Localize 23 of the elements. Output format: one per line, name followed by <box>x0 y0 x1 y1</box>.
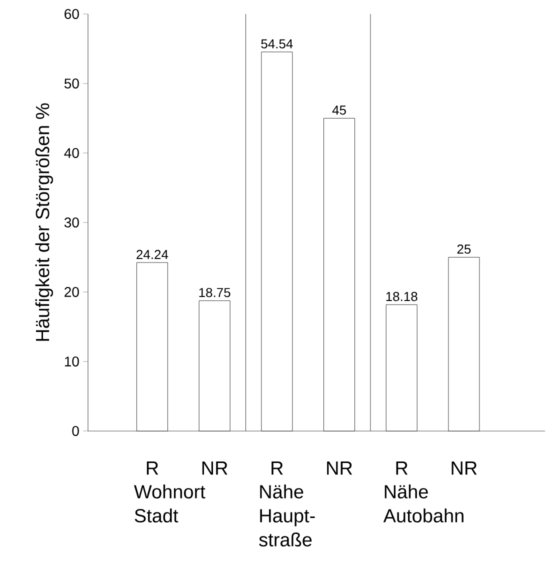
text: Nähe Haupt-straße <box>259 484 315 546</box>
x-tick-label: NR <box>327 462 352 475</box>
x-tick-label: R <box>146 462 158 475</box>
data-label: 18.18 <box>386 292 418 302</box>
text: Nähe Autobahn <box>383 484 464 522</box>
x-tick-label: R <box>396 462 408 475</box>
data-label: 18.75 <box>199 288 230 298</box>
data-label: 25 <box>457 244 471 254</box>
y-tick-label: 0 <box>72 426 79 436</box>
y-tick-label: 50 <box>64 78 79 88</box>
x-tick-label: NR <box>202 462 228 475</box>
y-axis-title: Häufigkeit der Störgrößen % <box>35 103 54 341</box>
x-tick-label: NR <box>452 462 477 475</box>
x-tick-label: R <box>272 462 283 475</box>
y-tick-label: 10 <box>64 356 79 366</box>
y-tick-label: 60 <box>64 9 79 19</box>
data-label: 45 <box>332 106 346 115</box>
data-label: 54.54 <box>261 39 293 48</box>
y-tick-label: 40 <box>64 148 79 158</box>
text: Wohnort Stadt <box>134 484 206 522</box>
data-label: 24.24 <box>136 250 168 259</box>
y-tick-label: 20 <box>64 287 79 297</box>
y-tick-label: 30 <box>64 218 79 228</box>
